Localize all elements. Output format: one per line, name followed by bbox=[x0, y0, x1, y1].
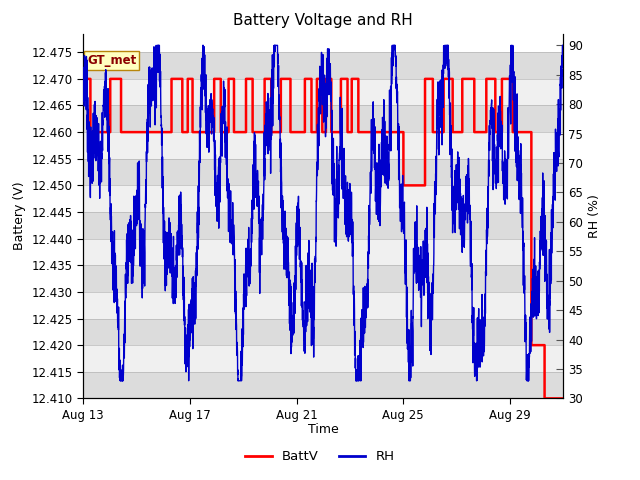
Bar bbox=[83, 292, 563, 319]
Bar bbox=[83, 159, 563, 185]
Bar bbox=[83, 265, 563, 292]
Title: Battery Voltage and RH: Battery Voltage and RH bbox=[234, 13, 413, 28]
Bar bbox=[83, 52, 563, 79]
Bar bbox=[83, 345, 563, 372]
Legend: BattV, RH: BattV, RH bbox=[240, 445, 400, 468]
Y-axis label: Battery (V): Battery (V) bbox=[13, 182, 26, 250]
Text: GT_met: GT_met bbox=[87, 54, 136, 67]
Bar bbox=[83, 212, 563, 239]
Bar bbox=[83, 79, 563, 106]
Bar bbox=[83, 185, 563, 212]
Bar bbox=[83, 106, 563, 132]
Y-axis label: RH (%): RH (%) bbox=[589, 194, 602, 238]
Bar bbox=[83, 319, 563, 345]
Bar bbox=[83, 132, 563, 159]
Bar bbox=[83, 372, 563, 398]
Bar bbox=[83, 239, 563, 265]
X-axis label: Time: Time bbox=[308, 423, 339, 436]
